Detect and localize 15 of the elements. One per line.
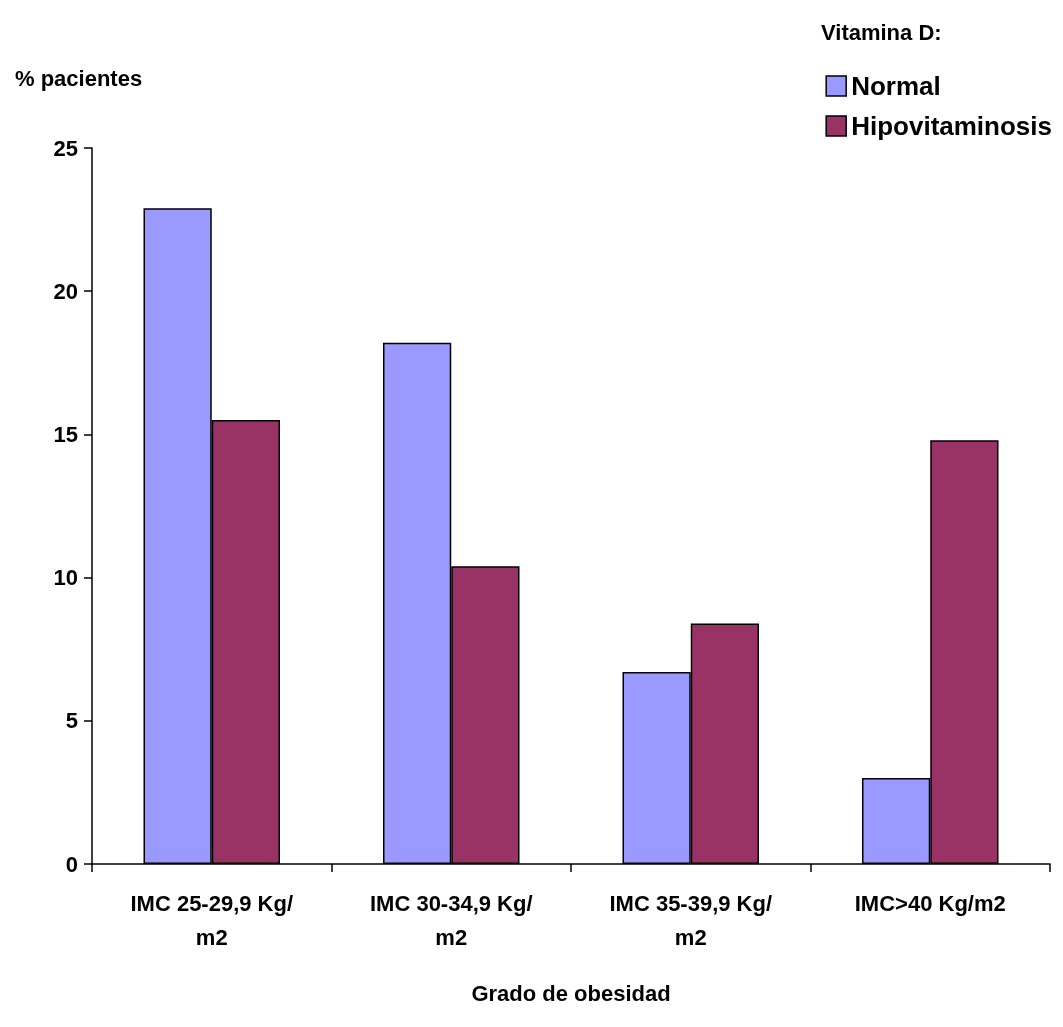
x-tick-label: IMC 35-39,9 Kg/m2 <box>609 890 773 950</box>
y-tick-label: 10 <box>53 565 78 591</box>
x-axis-title: Grado de obesidad <box>471 980 671 1006</box>
x-tick-label: IMC 30-34,9 Kg/m2 <box>369 890 533 950</box>
y-tick-label: 15 <box>53 421 78 447</box>
y-axis-title: % pacientes <box>15 65 143 91</box>
y-tick-label: 25 <box>53 135 78 161</box>
legend-label: Normal <box>851 71 941 101</box>
y-tick-label: 20 <box>53 278 78 304</box>
legend-title: Vitamina D: <box>821 19 942 45</box>
y-tick-label: 0 <box>65 851 78 877</box>
x-tick-label: IMC 25-29,9 Kg/m2 <box>130 890 294 950</box>
legend-label: Hipovitaminosis <box>851 111 1053 141</box>
x-tick-label: IMC>40 Kg/m2 <box>854 890 1006 916</box>
y-tick-label: 5 <box>65 708 78 734</box>
